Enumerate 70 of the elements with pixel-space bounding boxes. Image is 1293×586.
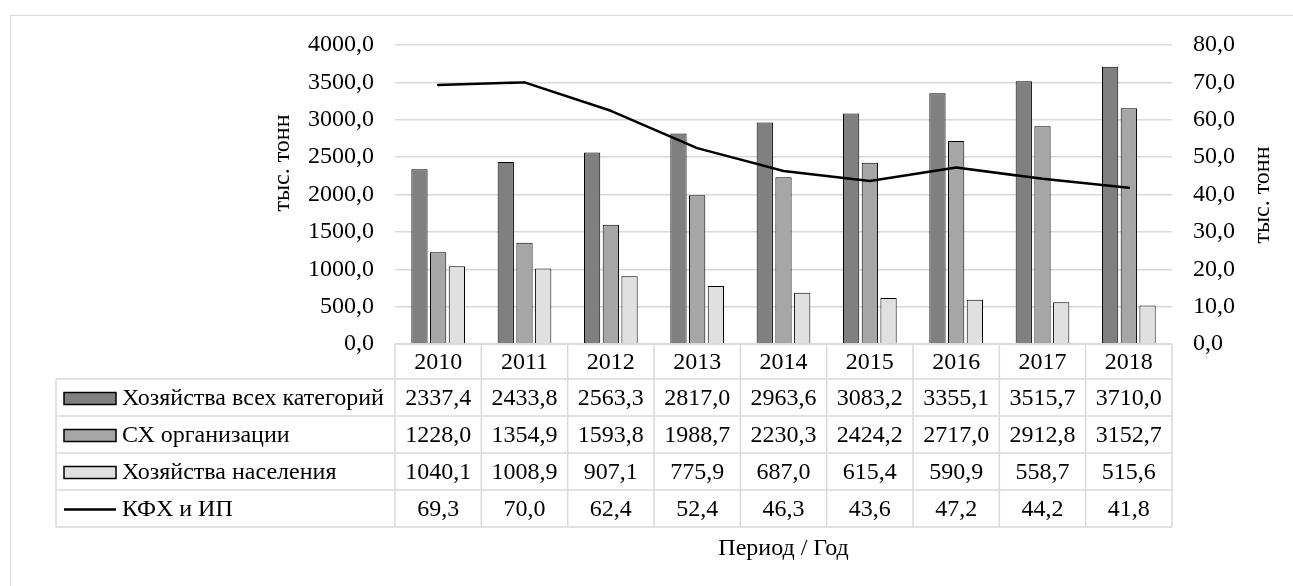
y-tick-label: 1500,0 xyxy=(308,217,374,244)
data-label: 687,0 xyxy=(756,457,811,484)
x-tick-label: 2014 xyxy=(759,347,808,374)
data-label: 69,3 xyxy=(417,494,460,521)
y2-tick-label: 0,0 xyxy=(1193,329,1223,356)
data-label: 2817,0 xyxy=(664,383,731,410)
y-tick-label: 1000,0 xyxy=(308,254,374,281)
data-label: 2563,3 xyxy=(577,383,644,410)
data-label: 590,9 xyxy=(929,457,984,484)
data-label: 3710,0 xyxy=(1095,383,1162,410)
data-label: 1593,8 xyxy=(577,420,644,447)
data-label: 3083,2 xyxy=(836,383,903,410)
data-label: 70,0 xyxy=(503,494,546,521)
y2-tick-label: 60,0 xyxy=(1193,105,1235,132)
y2-tick-label: 40,0 xyxy=(1193,179,1235,206)
y-tick-label: 2500,0 xyxy=(308,142,374,169)
data-label: 3355,1 xyxy=(923,383,990,410)
x-tick-label: 2011 xyxy=(500,347,549,374)
text: Период / Год xyxy=(718,534,849,561)
y-tick-label: 4000,0 xyxy=(308,30,374,57)
data-label: 1988,7 xyxy=(664,420,731,447)
data-label: 1354,9 xyxy=(491,420,558,447)
y-tick-label: 3000,0 xyxy=(308,105,374,132)
data-label: 775,9 xyxy=(670,457,725,484)
data-label: 47,2 xyxy=(935,494,978,521)
y2-axis-title: тыс. тонн xyxy=(1248,146,1275,244)
y-tick-label: 3500,0 xyxy=(308,67,374,94)
x-tick-label: 2015 xyxy=(845,347,894,374)
data-label: 52,4 xyxy=(676,494,719,521)
data-label: 2912,8 xyxy=(1009,420,1076,447)
y2-tick-label: 70,0 xyxy=(1193,67,1235,94)
data-label: 1008,9 xyxy=(491,457,558,484)
y-axis-title: тыс. тонн xyxy=(268,114,295,212)
data-label: 2424,2 xyxy=(836,420,903,447)
data-label: 1228,0 xyxy=(405,420,472,447)
data-label: 515,6 xyxy=(1101,457,1156,484)
data-label: 2230,3 xyxy=(750,420,817,447)
data-label: 62,4 xyxy=(589,494,632,521)
x-tick-label: 2016 xyxy=(932,347,981,374)
data-label: 2963,6 xyxy=(750,383,817,410)
y-tick-label: 2000,0 xyxy=(308,179,374,206)
y2-tick-label: 10,0 xyxy=(1193,291,1235,318)
x-tick-label: 2010 xyxy=(414,347,463,374)
data-label: 2717,0 xyxy=(923,420,990,447)
y2-tick-label: 50,0 xyxy=(1193,142,1235,169)
data-label: 41,8 xyxy=(1107,494,1150,521)
data-label: 1040,1 xyxy=(405,457,472,484)
data-label: 3152,7 xyxy=(1095,420,1162,447)
y-tick-label: 500,0 xyxy=(320,291,374,318)
legend-label: КФХ и ИП xyxy=(122,494,233,521)
y2-tick-label: 30,0 xyxy=(1193,217,1235,244)
legend-label: Хозяйства всех категорий xyxy=(122,383,385,410)
data-label: 43,6 xyxy=(848,494,891,521)
x-tick-label: 2012 xyxy=(586,347,635,374)
x-tick-label: 2013 xyxy=(673,347,722,374)
data-label: 44,2 xyxy=(1021,494,1064,521)
data-label: 46,3 xyxy=(762,494,805,521)
y2-tick-label: 80,0 xyxy=(1193,30,1235,57)
legend-label: Хозяйства населения xyxy=(122,457,337,484)
x-tick-label: 2017 xyxy=(1018,347,1067,374)
data-label: 3515,7 xyxy=(1009,383,1076,410)
y2-tick-label: 20,0 xyxy=(1193,254,1235,281)
data-label: 615,4 xyxy=(842,457,897,484)
legend-label: СХ организации xyxy=(122,420,290,447)
data-label: 2337,4 xyxy=(405,383,472,410)
data-label: 907,1 xyxy=(583,457,638,484)
y-tick-label: 0,0 xyxy=(344,329,374,356)
x-tick-label: 2018 xyxy=(1104,347,1153,374)
data-label: 2433,8 xyxy=(491,383,558,410)
data-label: 558,7 xyxy=(1015,457,1070,484)
